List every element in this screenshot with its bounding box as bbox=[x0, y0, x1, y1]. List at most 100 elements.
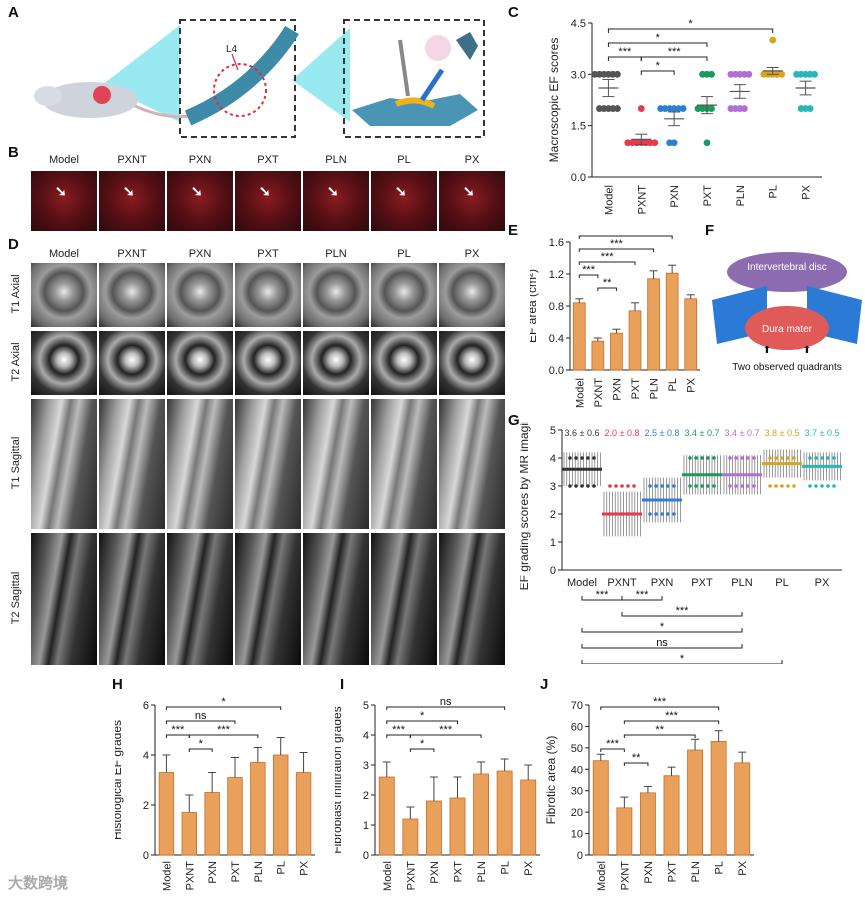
y-tick-label: 2 bbox=[143, 800, 149, 812]
mean-sd-label: 3.7 ± 0.5 bbox=[805, 428, 840, 438]
quadrants-label: Two observed quadrants bbox=[732, 362, 842, 373]
significance-label: *** bbox=[601, 251, 615, 263]
data-point bbox=[820, 456, 824, 460]
panel-d-col-label: PXT bbox=[257, 248, 279, 260]
significance-label: ns bbox=[656, 637, 668, 649]
arrow-icon: ➘ bbox=[395, 183, 407, 199]
data-point bbox=[614, 105, 621, 112]
data-point bbox=[614, 512, 618, 516]
mri-image bbox=[98, 330, 166, 396]
data-point bbox=[586, 456, 590, 460]
y-axis-label: Fibrotic area (%) bbox=[545, 736, 558, 825]
x-tick-label: PL bbox=[768, 185, 780, 198]
spine-box bbox=[179, 19, 296, 138]
y-tick-label: 4.5 bbox=[571, 18, 586, 30]
y-tick-label: 2 bbox=[550, 509, 556, 521]
y-tick-label: 20 bbox=[571, 807, 583, 819]
significance-bracket bbox=[640, 56, 708, 61]
bar bbox=[272, 754, 289, 856]
mri-image bbox=[30, 262, 98, 328]
data-point bbox=[786, 484, 790, 488]
data-point bbox=[814, 484, 818, 488]
data-point bbox=[806, 105, 814, 112]
panel-b-col-label: PLN bbox=[325, 154, 347, 166]
data-point bbox=[706, 456, 710, 460]
syringe bbox=[398, 39, 410, 97]
data-point bbox=[826, 484, 830, 488]
mri-image bbox=[234, 532, 302, 666]
significance-label: *** bbox=[171, 724, 185, 736]
data-point bbox=[654, 484, 658, 488]
x-tick-label: PXNT bbox=[184, 861, 196, 891]
x-tick-label: PX bbox=[523, 860, 535, 875]
bar bbox=[227, 777, 243, 856]
significance-bracket bbox=[621, 596, 663, 601]
panel-a-illustration: L4 bbox=[34, 19, 485, 138]
y-tick-label: 30 bbox=[571, 786, 583, 798]
data-point bbox=[632, 484, 636, 488]
data-point bbox=[586, 484, 590, 488]
data-point bbox=[728, 484, 732, 488]
x-tick-label: PLN bbox=[731, 577, 752, 589]
data-point bbox=[780, 456, 784, 460]
mri-image bbox=[438, 262, 506, 328]
probe bbox=[419, 68, 445, 102]
bar bbox=[663, 775, 680, 856]
data-point bbox=[814, 456, 818, 460]
y-tick-label: 0 bbox=[550, 565, 556, 577]
arrow-icon: ➘ bbox=[123, 183, 135, 199]
data-point bbox=[712, 456, 716, 460]
significance-bracket bbox=[578, 274, 599, 278]
data-point bbox=[688, 456, 692, 460]
data-point bbox=[700, 456, 704, 460]
significance-label: * bbox=[660, 621, 665, 633]
y-tick-label: 1.5 bbox=[571, 121, 586, 133]
quad-arrow-left: ⬆ bbox=[763, 345, 771, 356]
y-tick-label: 6 bbox=[143, 700, 149, 712]
chart-g: 0 1 2 3 4 5 EF grading scores by MR imaging 3.6… bbox=[520, 422, 842, 664]
significance-bracket bbox=[623, 720, 720, 724]
significance-label: ** bbox=[632, 752, 641, 764]
bar bbox=[592, 760, 609, 856]
data-point bbox=[768, 456, 772, 460]
mri-image bbox=[166, 330, 234, 396]
data-point bbox=[793, 70, 800, 78]
x-tick-label: PXN bbox=[651, 577, 674, 589]
panel-d-row-label: T1 Sagittal bbox=[10, 436, 22, 490]
data-point bbox=[769, 36, 777, 44]
data-point bbox=[752, 484, 756, 488]
data-point bbox=[614, 70, 621, 78]
panel-b-col-label: PL bbox=[397, 154, 411, 166]
data-point bbox=[666, 484, 670, 488]
data-point bbox=[574, 484, 578, 488]
x-tick-label: PL bbox=[714, 861, 726, 874]
data-point bbox=[706, 484, 710, 488]
mri-image bbox=[370, 532, 438, 666]
data-point bbox=[648, 484, 652, 488]
x-tick-label: PXT bbox=[230, 861, 242, 883]
mri-image bbox=[302, 330, 370, 396]
data-point bbox=[694, 484, 698, 488]
panel-f-diagram: Intervertebral disc Dura mater ⬆ ⬆ Two o… bbox=[712, 252, 862, 373]
x-tick-label: PXN bbox=[207, 861, 219, 884]
data-point bbox=[614, 484, 618, 488]
y-tick-label: 4 bbox=[363, 730, 369, 742]
y-tick-label: 0.4 bbox=[549, 333, 564, 345]
x-tick-label: PL bbox=[276, 861, 288, 874]
data-point bbox=[660, 484, 664, 488]
significance-label: *** bbox=[610, 238, 624, 250]
mean-sd-label: 2.0 ± 0.8 bbox=[605, 428, 640, 438]
significance-bracket bbox=[623, 734, 696, 738]
data-point bbox=[620, 512, 624, 516]
mri-image bbox=[166, 398, 234, 530]
data-point bbox=[608, 484, 612, 488]
mri-image bbox=[98, 398, 166, 530]
significance-bracket bbox=[578, 248, 655, 252]
data-point bbox=[666, 512, 670, 516]
significance-label: *** bbox=[606, 738, 620, 750]
data-point bbox=[699, 70, 706, 78]
x-tick-label: PX bbox=[801, 184, 813, 199]
mri-image bbox=[166, 532, 234, 666]
x-tick-label: Model bbox=[567, 577, 597, 589]
panel-b-col-label: PXT bbox=[257, 154, 279, 166]
